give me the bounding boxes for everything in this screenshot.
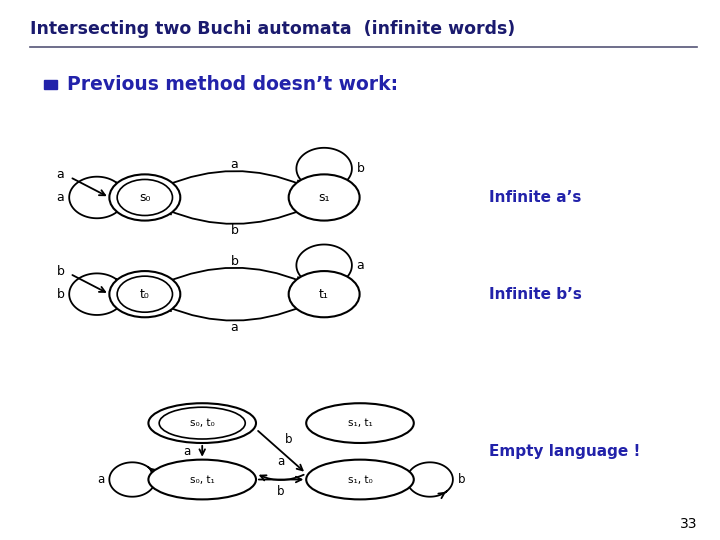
Ellipse shape	[148, 460, 256, 500]
Bar	[44, 80, 57, 90]
Ellipse shape	[306, 460, 414, 500]
Ellipse shape	[289, 174, 359, 220]
Ellipse shape	[289, 271, 359, 318]
Text: a: a	[356, 259, 364, 272]
Text: b: b	[284, 433, 292, 446]
Text: s₁: s₁	[318, 191, 330, 204]
Text: b: b	[57, 265, 65, 278]
Text: s₀: s₀	[139, 191, 150, 204]
Text: Infinite a’s: Infinite a’s	[489, 190, 582, 205]
Text: a: a	[230, 158, 238, 171]
Text: t₀: t₀	[140, 288, 150, 301]
Text: a: a	[277, 455, 284, 468]
Text: b: b	[356, 162, 364, 175]
Text: 33: 33	[680, 517, 697, 531]
Text: s₁, t₀: s₁, t₀	[348, 475, 372, 484]
Text: Empty language !: Empty language !	[489, 444, 641, 459]
Ellipse shape	[109, 174, 180, 220]
Text: Previous method doesn’t work:: Previous method doesn’t work:	[68, 75, 398, 94]
Text: a: a	[183, 445, 190, 458]
Text: s₁, t₁: s₁, t₁	[348, 418, 372, 428]
Text: Intersecting two Buchi automata  (infinite words): Intersecting two Buchi automata (infinit…	[30, 20, 516, 38]
Text: a: a	[57, 191, 65, 204]
Text: s₀, t₀: s₀, t₀	[190, 418, 215, 428]
Text: a: a	[230, 321, 238, 334]
Text: b: b	[230, 254, 238, 268]
Text: b: b	[57, 288, 65, 301]
Text: a: a	[57, 168, 65, 181]
Text: t₁: t₁	[319, 288, 329, 301]
Ellipse shape	[109, 271, 180, 318]
Ellipse shape	[148, 403, 256, 443]
Text: b: b	[230, 224, 238, 237]
Ellipse shape	[306, 403, 414, 443]
Text: b: b	[277, 485, 285, 498]
Text: b: b	[458, 473, 465, 486]
Text: Infinite b’s: Infinite b’s	[489, 287, 582, 302]
Text: s₀, t₁: s₀, t₁	[190, 475, 215, 484]
Text: a: a	[97, 473, 104, 486]
